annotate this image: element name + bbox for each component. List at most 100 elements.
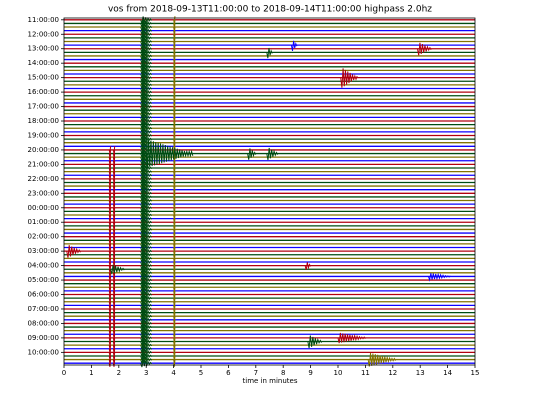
y-tick-label: 08:00:00 <box>28 319 59 327</box>
event <box>140 251 153 259</box>
event <box>140 309 153 317</box>
y-tick-label: 05:00:00 <box>28 276 59 284</box>
y-tick-label: 15:00:00 <box>28 74 59 82</box>
event <box>140 240 153 248</box>
event <box>140 135 153 144</box>
x-tick-label: 1 <box>89 369 93 377</box>
event <box>140 117 153 126</box>
y-tick-label: 02:00:00 <box>28 233 59 241</box>
y-tick-label: 03:00:00 <box>28 247 59 255</box>
chart-title: vos from 2018-09-13T11:00:00 to 2018-09-… <box>108 5 432 15</box>
y-tick-label: 11:00:00 <box>28 16 59 24</box>
event <box>140 236 153 245</box>
x-tick-label: 7 <box>254 369 258 377</box>
event <box>140 168 153 176</box>
x-tick-label: 14 <box>443 369 452 377</box>
event <box>140 99 153 107</box>
event <box>140 103 153 111</box>
event <box>140 70 153 79</box>
y-tick-label: 04:00:00 <box>28 262 59 270</box>
event <box>140 85 153 93</box>
event <box>140 38 153 46</box>
x-tick-label: 15 <box>471 369 480 377</box>
event <box>140 189 153 198</box>
event <box>140 19 153 28</box>
event <box>140 56 153 64</box>
event <box>140 175 153 183</box>
event <box>140 34 153 42</box>
event <box>140 204 153 212</box>
event <box>140 272 153 281</box>
y-tick-label: 12:00:00 <box>28 30 59 38</box>
event <box>140 280 153 288</box>
event <box>140 45 153 53</box>
event <box>140 218 153 227</box>
x-tick-label: 0 <box>62 369 66 377</box>
event <box>140 106 153 115</box>
event <box>66 245 81 258</box>
event <box>140 193 153 201</box>
y-tick-label: 22:00:00 <box>28 175 59 183</box>
event <box>367 352 396 367</box>
event <box>304 262 312 271</box>
event <box>140 298 153 306</box>
event <box>140 124 153 133</box>
y-tick-label: 07:00:00 <box>28 305 59 313</box>
event <box>140 356 153 364</box>
event <box>140 348 153 357</box>
y-tick-label: 01:00:00 <box>28 218 59 226</box>
event <box>140 222 153 230</box>
event <box>337 332 366 344</box>
event <box>140 338 153 346</box>
event <box>140 291 153 299</box>
y-tick-label: 20:00:00 <box>28 146 59 154</box>
event <box>140 182 153 191</box>
event <box>140 146 153 154</box>
event <box>140 258 153 266</box>
event <box>140 276 153 285</box>
event <box>112 359 116 367</box>
x-axis-label: time in minutes <box>243 377 298 385</box>
event <box>140 352 153 360</box>
event <box>140 128 153 136</box>
event <box>307 335 322 349</box>
event <box>140 171 153 180</box>
event <box>140 283 153 292</box>
event <box>140 92 153 100</box>
event <box>140 150 153 158</box>
x-tick-label: 12 <box>388 369 397 377</box>
event <box>247 148 257 160</box>
event <box>140 48 153 57</box>
y-tick-label: 19:00:00 <box>28 131 59 139</box>
event <box>140 211 153 220</box>
y-tick-label: 17:00:00 <box>28 103 59 111</box>
event <box>140 27 153 35</box>
event <box>140 312 153 321</box>
event <box>266 147 279 161</box>
event <box>290 40 298 51</box>
event <box>140 341 153 350</box>
x-tick-label: 2 <box>117 369 121 377</box>
event <box>140 294 153 303</box>
x-tick-label: 6 <box>226 369 231 377</box>
event <box>140 359 153 368</box>
event <box>416 42 432 56</box>
event <box>140 316 153 324</box>
x-tick-label: 5 <box>199 369 203 377</box>
x-tick-label: 4 <box>171 369 176 377</box>
event <box>140 215 153 223</box>
x-tick-label: 9 <box>308 369 312 377</box>
event <box>145 139 194 168</box>
event <box>140 110 153 118</box>
event <box>140 30 153 39</box>
event <box>140 77 153 86</box>
event <box>140 23 153 32</box>
event <box>340 68 358 88</box>
y-tick-label: 13:00:00 <box>28 45 59 53</box>
event <box>140 334 153 342</box>
event <box>427 272 451 282</box>
y-tick-label: 23:00:00 <box>28 189 59 197</box>
event <box>140 233 153 241</box>
y-tick-label: 10:00:00 <box>28 348 59 356</box>
